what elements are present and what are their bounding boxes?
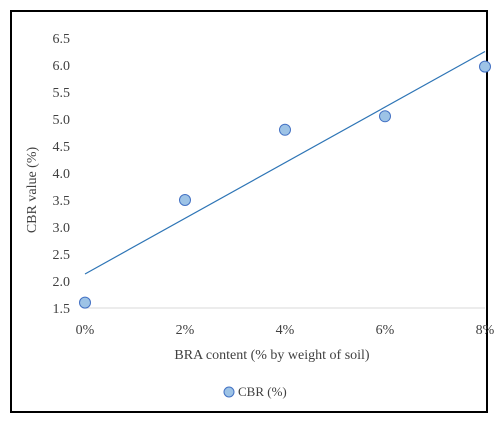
chart-frame (10, 10, 488, 413)
y-tick-label: 4.5 (53, 140, 71, 155)
y-tick-label: 1.5 (53, 302, 71, 317)
y-tick-label: 3.0 (53, 221, 71, 236)
y-tick-label: 3.5 (53, 194, 71, 209)
y-tick-label: 4.0 (53, 167, 71, 182)
trendline (84, 50, 486, 275)
x-tick-label: 2% (176, 323, 195, 338)
y-axis-ticks: 1.5 2.0 2.5 3.0 3.5 4.0 4.5 5.0 5.5 6.0 6.5 (53, 32, 71, 317)
x-tick-label: 8% (476, 323, 495, 338)
data-point (279, 123, 291, 136)
x-tick-label: 6% (376, 323, 395, 338)
data-point (379, 110, 391, 123)
data-point (79, 296, 91, 309)
x-tick-label: 0% (76, 323, 95, 338)
legend-marker (223, 386, 235, 398)
y-tick-label: 2.0 (53, 275, 71, 290)
x-axis-title: BRA content (% by weight of soil) (174, 348, 370, 363)
y-tick-label: 6.0 (53, 59, 71, 74)
y-tick-label: 5.0 (53, 113, 71, 128)
x-tick-label: 4% (276, 323, 295, 338)
data-points (79, 60, 491, 309)
data-point (179, 194, 191, 206)
y-tick-label: 6.5 (53, 32, 71, 47)
y-tick-label: 2.5 (53, 248, 71, 263)
legend-label: CBR (%) (238, 384, 287, 399)
y-tick-label: 5.5 (53, 86, 71, 101)
x-axis-ticks: 0% 2% 4% 6% 8% (76, 323, 495, 338)
y-axis-title: CBR value (%) (25, 147, 40, 234)
data-point (479, 60, 491, 73)
legend: CBR (%) (223, 384, 287, 399)
